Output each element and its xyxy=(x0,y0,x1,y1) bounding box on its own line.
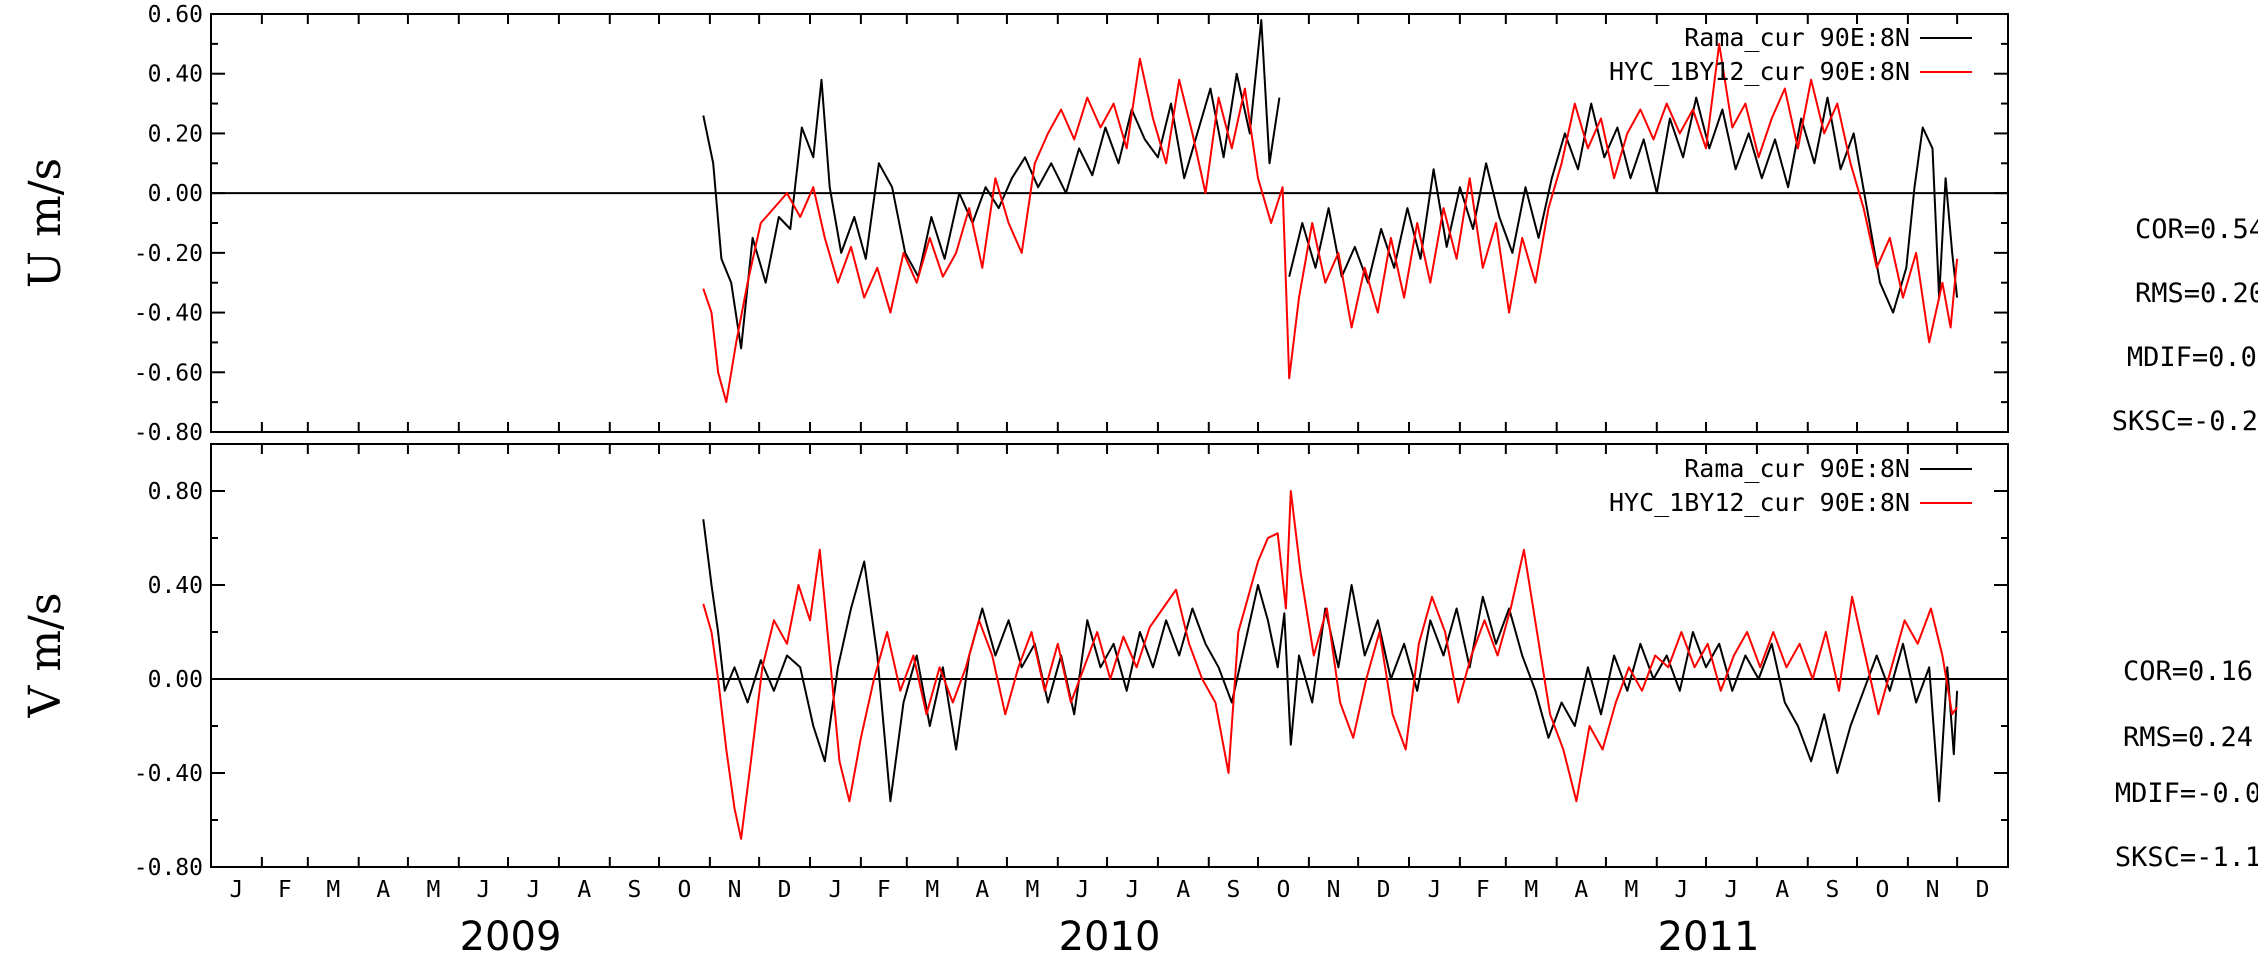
year-label: 2010 xyxy=(1059,914,1161,955)
month-label: F xyxy=(877,877,891,903)
month-label: A xyxy=(577,877,591,903)
month-label: F xyxy=(278,877,292,903)
month-label: D xyxy=(1377,877,1391,903)
u-ytick-label: -0.80 xyxy=(134,420,203,446)
year-label: 2009 xyxy=(460,914,562,955)
v-ytick-label: 0.40 xyxy=(148,573,203,599)
month-label: S xyxy=(1226,877,1240,903)
u-ytick-label: -0.20 xyxy=(134,241,203,267)
month-label: J xyxy=(1075,877,1089,903)
month-label: A xyxy=(1574,877,1588,903)
v-stat-cor: COR=0.16 xyxy=(2123,656,2253,687)
month-label: A xyxy=(376,877,390,903)
v-stat-rms: RMS=0.24 xyxy=(2123,722,2253,753)
u-stat-rms: RMS=0.20 xyxy=(2135,278,2258,309)
month-label: A xyxy=(1775,877,1789,903)
u-ytick-label: 0.60 xyxy=(148,2,203,28)
month-label: M xyxy=(1025,877,1039,903)
v-legend: Rama_cur 90E:8N HYC_1BY12_cur 90E:8N xyxy=(1609,454,1972,517)
v-velocity-panel: 0.80 0.40 0.00 -0.40 -0.80 V m/s Rama_cur 90… xyxy=(20,443,2258,881)
u-axis-ticks: 0.60 0.40 0.20 0.00 -0.20 -0.40 -0.60 -0.80 xyxy=(134,2,2009,446)
v-legend-label-rama: Rama_cur 90E:8N xyxy=(1684,454,1910,483)
month-label: S xyxy=(627,877,641,903)
month-label: N xyxy=(1327,877,1341,903)
v-plot-frame xyxy=(210,443,2009,868)
v-legend-label-hyc: HYC_1BY12_cur 90E:8N xyxy=(1609,488,1910,517)
year-label: 2011 xyxy=(1658,914,1760,955)
month-label: A xyxy=(1176,877,1190,903)
u-series-line-rama xyxy=(1288,96,1959,314)
month-label: J xyxy=(230,877,244,903)
u-stat-cor: COR=0.54 xyxy=(2135,214,2258,245)
month-label: D xyxy=(1976,877,1990,903)
month-label: O xyxy=(1277,877,1291,903)
u-velocity-panel: 0.60 0.40 0.20 0.00 -0.20 -0.40 -0.60 -0.80 U m… xyxy=(20,2,2258,446)
month-label: M xyxy=(1524,877,1538,903)
month-label: O xyxy=(1876,877,1890,903)
v-ytick-label: 0.00 xyxy=(148,667,203,693)
v-ytick-label: -0.40 xyxy=(134,761,203,787)
month-label: J xyxy=(527,877,541,903)
u-ytick-label: 0.00 xyxy=(148,181,203,207)
u-ytick-label: 0.20 xyxy=(148,121,203,147)
u-ylabel: U m/s xyxy=(20,158,71,288)
v-stats: COR=0.16 RMS=0.24 MDIF=-0.0 SKSC=-1.1 xyxy=(2115,656,2258,873)
u-series-line-rama xyxy=(702,19,1281,350)
month-label: M xyxy=(1624,877,1638,903)
u-stat-sksc: SKSC=-0.2 xyxy=(2112,406,2258,437)
v-stat-mdif: MDIF=-0.0 xyxy=(2115,778,2258,809)
month-label: J xyxy=(1674,877,1688,903)
v-series-line-hyc xyxy=(702,490,1958,840)
month-label: N xyxy=(1926,877,1940,903)
u-stat-mdif: MDIF=0.02 xyxy=(2127,342,2258,373)
u-ytick-label: 0.40 xyxy=(148,62,203,88)
month-label: J xyxy=(829,877,843,903)
u-series-group xyxy=(702,19,1959,404)
month-label: O xyxy=(678,877,692,903)
month-label: J xyxy=(476,877,490,903)
u-legend-label-hyc: HYC_1BY12_cur 90E:8N xyxy=(1609,57,1910,86)
v-ylabel: V m/s xyxy=(20,593,71,719)
u-series-line-hyc xyxy=(702,42,1959,404)
u-legend-label-rama: Rama_cur 90E:8N xyxy=(1684,23,1910,52)
month-label: F xyxy=(1476,877,1490,903)
month-label: N xyxy=(728,877,742,903)
v-series-line-rama xyxy=(702,519,1959,803)
v-series-group xyxy=(702,490,1959,840)
month-label: M xyxy=(326,877,340,903)
month-label: M xyxy=(925,877,939,903)
month-label: J xyxy=(1428,877,1442,903)
month-label: D xyxy=(778,877,792,903)
v-stat-sksc: SKSC=-1.1 xyxy=(2115,842,2258,873)
month-label: M xyxy=(426,877,440,903)
u-stats: COR=0.54 RMS=0.20 MDIF=0.02 SKSC=-0.2 xyxy=(2112,214,2258,437)
month-label: J xyxy=(1126,877,1140,903)
u-legend: Rama_cur 90E:8N HYC_1BY12_cur 90E:8N xyxy=(1609,23,1972,86)
month-label: A xyxy=(975,877,989,903)
v-ytick-label: 0.80 xyxy=(148,479,203,505)
v-ytick-label: -0.80 xyxy=(134,855,203,881)
month-label: S xyxy=(1825,877,1839,903)
u-ytick-label: -0.60 xyxy=(134,360,203,386)
month-label: J xyxy=(1725,877,1739,903)
time-axis: J F M A M J J A S O N D J F M A M J J A S O N D J F M A M J J A S O N D 2009… xyxy=(230,877,1990,955)
u-ytick-label: -0.40 xyxy=(134,301,203,327)
